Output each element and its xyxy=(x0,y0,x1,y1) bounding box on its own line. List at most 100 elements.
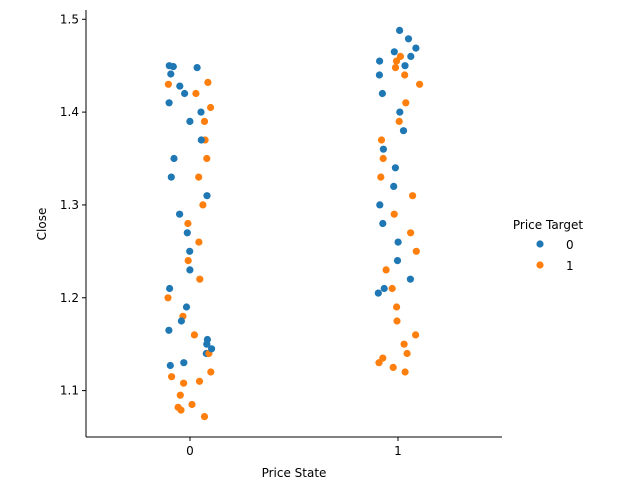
data-point-target-0 xyxy=(203,192,211,200)
data-point-target-1 xyxy=(392,57,401,65)
data-point-target-1 xyxy=(168,373,176,381)
data-point-target-1 xyxy=(390,210,398,218)
legend: Price Target 01 xyxy=(513,218,584,273)
data-point-target-0 xyxy=(176,210,184,218)
data-point-target-1 xyxy=(203,154,211,163)
data-point-target-0 xyxy=(197,136,205,144)
data-point-target-0 xyxy=(407,52,415,61)
data-point-target-1 xyxy=(379,154,387,163)
data-point-target-0 xyxy=(375,71,383,79)
data-point-target-1 xyxy=(196,275,204,283)
data-point-target-0 xyxy=(390,48,398,56)
data-point-target-1 xyxy=(177,406,185,414)
data-point-target-0 xyxy=(399,127,408,135)
data-point-target-1 xyxy=(377,173,385,181)
legend-marker xyxy=(536,240,544,248)
legend-marker xyxy=(536,261,544,269)
data-point-target-0 xyxy=(176,82,184,90)
data-point-target-1 xyxy=(200,413,209,421)
data-point-target-1 xyxy=(195,173,203,181)
data-point-target-0 xyxy=(203,340,211,348)
data-point-target-0 xyxy=(406,275,414,283)
data-point-target-1 xyxy=(195,377,204,385)
data-point-target-0 xyxy=(379,145,387,153)
legend-items: 01 xyxy=(536,238,574,273)
data-point-target-1 xyxy=(416,80,424,88)
data-point-target-0 xyxy=(208,345,216,353)
data-point-target-1 xyxy=(164,80,172,88)
data-point-target-0 xyxy=(393,257,402,265)
data-point-target-1 xyxy=(393,317,401,325)
data-point-target-1 xyxy=(409,192,417,200)
legend-label: 0 xyxy=(566,238,574,252)
data-point-target-0 xyxy=(394,238,402,246)
data-point-target-0 xyxy=(183,229,191,237)
data-point-target-1 xyxy=(402,99,410,107)
data-point-target-1 xyxy=(382,266,390,274)
data-point-target-1 xyxy=(400,340,408,348)
data-point-target-0 xyxy=(379,219,387,228)
data-point-target-0 xyxy=(197,108,205,116)
data-point-target-0 xyxy=(167,173,175,181)
data-point-target-0 xyxy=(380,284,388,293)
data-point-target-0 xyxy=(412,44,420,52)
data-point-target-0 xyxy=(378,89,386,98)
y-tick-label: 1.4 xyxy=(60,105,79,119)
data-point-target-1 xyxy=(207,103,215,112)
data-point-target-0 xyxy=(166,284,174,293)
x-tick-label: 1 xyxy=(394,444,402,458)
data-point-target-0 xyxy=(374,289,382,297)
data-point-target-0 xyxy=(396,26,404,34)
data-point-target-1 xyxy=(199,201,207,209)
data-point-target-0 xyxy=(165,326,173,334)
data-point-target-0 xyxy=(186,266,194,274)
data-point-target-0 xyxy=(186,247,194,255)
data-point-target-0 xyxy=(401,62,409,70)
data-point-target-1 xyxy=(403,349,411,358)
data-point-target-1 xyxy=(393,303,401,311)
data-point-target-1 xyxy=(412,331,420,339)
data-point-target-0 xyxy=(180,359,188,367)
data-point-target-1 xyxy=(184,219,192,228)
data-point-target-1 xyxy=(184,257,192,265)
legend-title: Price Target xyxy=(513,218,584,232)
data-point-target-0 xyxy=(186,117,194,125)
y-axis-label: Close xyxy=(35,208,49,241)
data-point-target-1 xyxy=(391,64,400,72)
data-point-target-1 xyxy=(379,354,387,362)
data-point-target-1 xyxy=(401,71,409,79)
data-point-target-1 xyxy=(176,391,184,399)
data-point-target-1 xyxy=(377,136,386,144)
data-point-target-1 xyxy=(190,331,198,339)
data-point-target-0 xyxy=(182,303,191,311)
data-point-target-0 xyxy=(181,89,189,98)
x-tick-label: 0 xyxy=(186,444,194,458)
data-point-target-0 xyxy=(390,182,398,190)
y-tick-label: 1.1 xyxy=(60,384,79,398)
data-point-target-1 xyxy=(195,238,203,246)
data-point-target-1 xyxy=(401,368,409,376)
data-point-target-0 xyxy=(165,99,173,107)
y-tick-label: 1.2 xyxy=(60,291,79,305)
data-point-target-0 xyxy=(167,70,175,78)
data-point-target-1 xyxy=(389,363,397,371)
data-point-target-1 xyxy=(192,89,200,98)
data-point-target-0 xyxy=(376,57,384,65)
data-point-target-0 xyxy=(376,201,384,209)
data-point-target-1 xyxy=(388,284,396,293)
data-point-target-1 xyxy=(200,117,209,125)
y-ticks: 1.1 1.2 1.3 1.4 1.5 xyxy=(60,12,86,398)
y-tick-label: 1.5 xyxy=(60,12,79,26)
data-point-target-1 xyxy=(188,400,196,409)
data-point-target-1 xyxy=(180,379,188,387)
legend-label: 1 xyxy=(566,259,574,273)
data-point-target-0 xyxy=(391,164,399,172)
data-point-target-1 xyxy=(412,247,420,255)
data-point-target-0 xyxy=(396,108,404,116)
x-axis-label: Price State xyxy=(262,466,327,480)
data-point-target-0 xyxy=(166,361,174,370)
data-point-target-0 xyxy=(169,63,177,71)
